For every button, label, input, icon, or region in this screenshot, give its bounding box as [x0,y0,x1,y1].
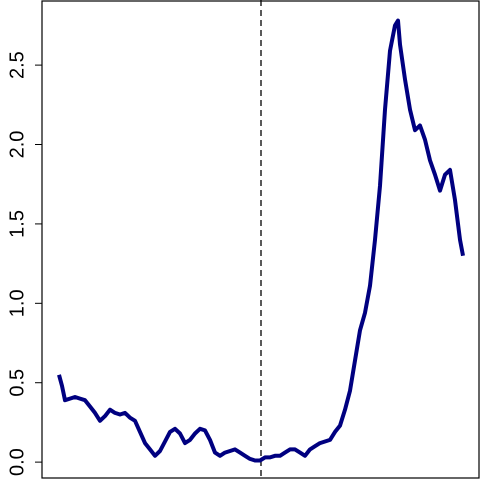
y-tick-label: 1.0 [6,289,28,317]
y-tick-label: 0.0 [6,448,28,476]
y-tick-label: 2.0 [6,131,28,159]
data-line [57,18,465,463]
y-tick-label: 1.5 [6,210,28,238]
y-tick-label: 2.5 [6,51,28,79]
y-tick-label: 0.5 [6,369,28,397]
